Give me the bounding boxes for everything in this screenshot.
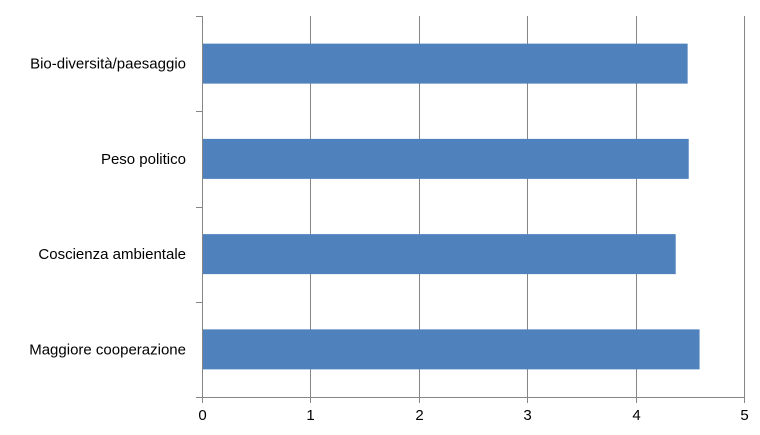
labels: 0 1 2 3 4 5 Bio-diversità/paesaggio Peso politi… [29, 56, 748, 424]
x-tick-label: 2 [415, 407, 423, 424]
category-label: Bio-diversità/paesaggio [30, 56, 186, 73]
bar-3 [203, 234, 676, 275]
x-tick-label: 4 [632, 407, 640, 424]
bar-2 [203, 138, 689, 179]
bar-4 [203, 329, 700, 370]
bar-1 [203, 43, 688, 84]
x-tick-label: 3 [523, 407, 531, 424]
x-tick-label: 5 [740, 407, 748, 424]
axes [196, 16, 745, 403]
x-tick-label: 1 [306, 407, 314, 424]
x-tick-label: 0 [198, 407, 206, 424]
category-label: Coscienza ambientale [38, 246, 186, 263]
category-label: Maggiore cooperazione [29, 341, 186, 358]
category-label: Peso politico [101, 151, 186, 168]
bars [203, 43, 700, 370]
